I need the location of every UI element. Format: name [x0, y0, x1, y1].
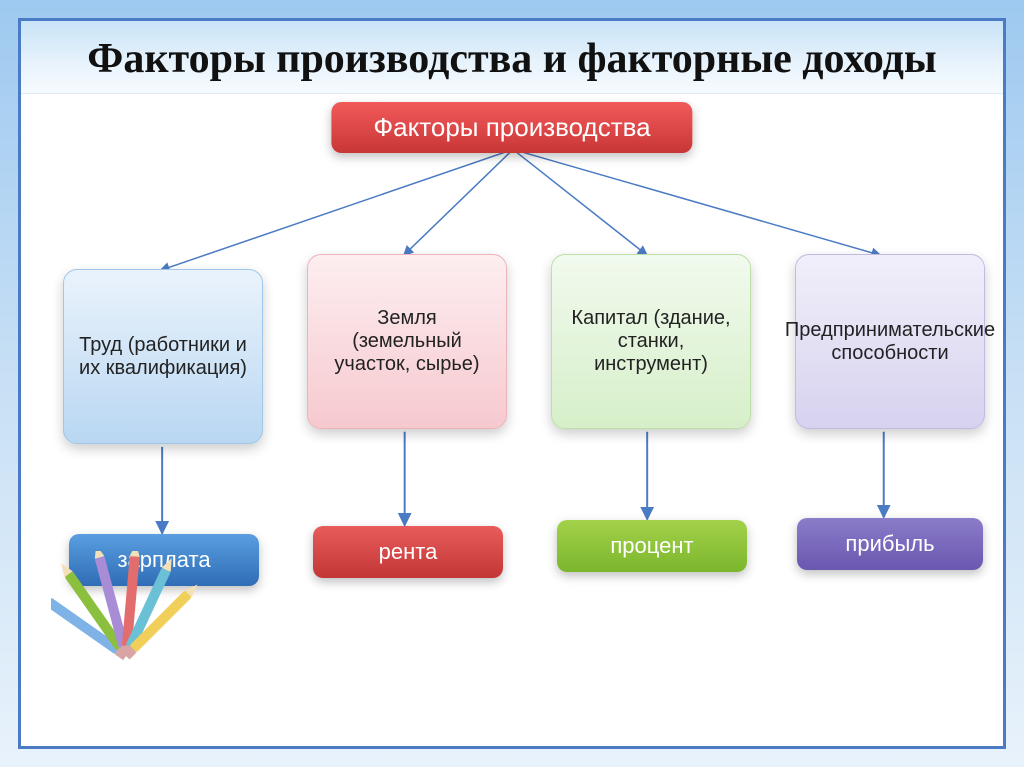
factor-label: Капитал (здание, станки, инструмент) [564, 307, 738, 376]
root-label: Факторы производства [373, 112, 650, 142]
factor-capital: Капитал (здание, станки, инструмент) [551, 254, 751, 429]
factor-label: Земля (земельный участок, сырье) [320, 307, 494, 376]
factor-entrepreneurship: Предпринимательские способности [795, 254, 985, 429]
income-label: прибыль [845, 531, 934, 557]
income-interest: процент [557, 520, 747, 572]
root-node: Факторы производства [331, 102, 692, 153]
factor-label: Предпринимательские способности [785, 319, 995, 365]
diagram-canvas: Факторы производства Труд (работники и и… [21, 94, 1003, 699]
factor-label: Труд (работники и их квалификация) [76, 334, 250, 380]
income-rent: рента [313, 526, 503, 578]
factor-labor: Труд (работники и их квалификация) [63, 269, 263, 444]
pencils-icon [51, 551, 201, 671]
factor-land: Земля (земельный участок, сырье) [307, 254, 507, 429]
page-title: Факторы производства и факторные доходы [41, 35, 983, 83]
title-band: Факторы производства и факторные доходы [21, 21, 1003, 94]
income-profit: прибыль [797, 518, 983, 570]
income-label: рента [379, 539, 438, 565]
income-label: процент [610, 533, 693, 559]
slide-frame: Факторы производства и факторные доходы … [18, 18, 1006, 749]
